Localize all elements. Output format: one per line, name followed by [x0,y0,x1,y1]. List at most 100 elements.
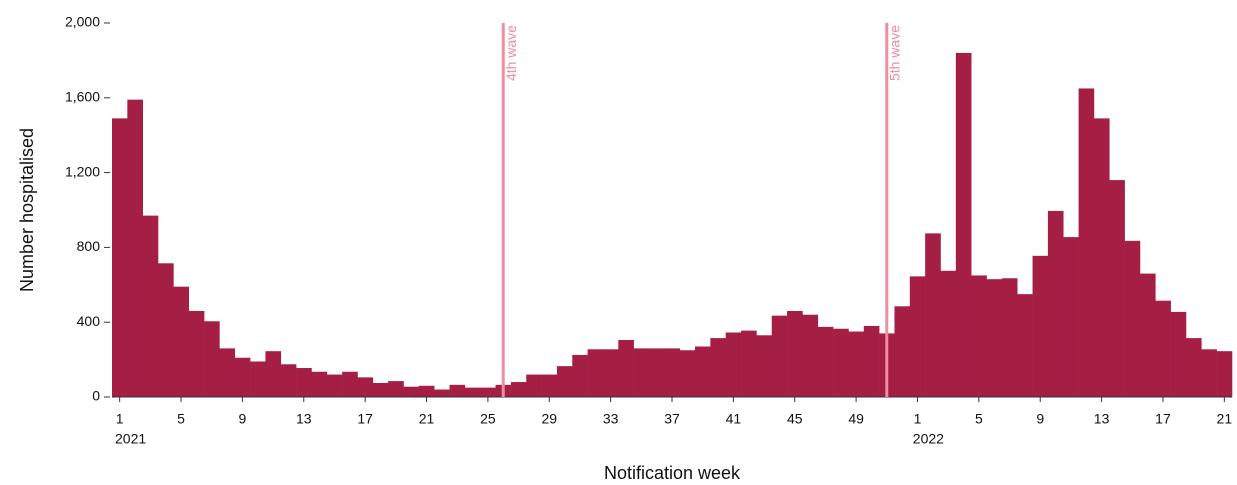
x-tick-label: 13 [1094,411,1110,427]
bar [787,310,803,397]
bar [1078,88,1095,397]
bar [1124,240,1141,397]
bar [1063,237,1079,397]
bar [434,389,450,397]
x-tick-label: 17 [357,411,373,427]
x-axis-title: Notification week [604,463,741,483]
bar [986,279,1003,397]
bar [541,374,558,397]
bar [1185,338,1202,397]
bar [695,346,711,397]
x-tick-label: 5 [177,411,185,427]
bar [909,276,926,397]
bar [510,382,527,397]
bar [833,328,849,397]
bar [648,348,665,397]
bar [204,321,220,397]
bar [265,351,282,397]
x-tick-label: 33 [603,411,619,427]
bar [464,387,481,397]
bar [679,350,696,397]
bar [633,348,650,397]
y-tick-label: 1,200 [65,163,100,179]
bar [173,286,190,397]
bar [925,233,941,397]
bar [587,349,604,397]
x-tick-label: 21 [1217,411,1233,427]
y-tick-label: 2,000 [65,14,100,30]
bar [771,315,788,397]
x-tick-label: 37 [664,411,680,427]
y-tick-label: 0 [92,388,100,404]
bar [342,371,358,397]
bar [602,349,619,397]
bar [725,332,742,397]
bar [817,326,834,397]
wave-label: 5th wave [886,25,902,81]
bar [372,382,389,397]
wave-label: 4th wave [503,25,519,81]
bar [526,374,542,397]
bar [480,387,496,397]
y-tick-label: 1,600 [65,89,100,105]
bar [112,118,128,398]
bar [311,371,328,397]
x-tick-label: 41 [726,411,742,427]
bar [955,52,972,398]
bar [388,381,404,397]
y-tick-label: 400 [77,313,101,329]
bar [741,330,757,397]
bar [188,310,205,397]
bar [848,331,865,397]
x-tick-label: 49 [848,411,864,427]
x-tick-label: 5 [975,411,983,427]
x-tick-label: 1 [914,411,922,427]
bar [1155,300,1171,397]
x-tick-label: 17 [1155,411,1171,427]
bar [802,314,819,397]
bar [618,339,634,397]
year-label: 2022 [913,431,944,447]
bar [296,368,312,397]
bar [1139,273,1156,397]
bar [556,366,573,397]
x-tick-label: 9 [1036,411,1044,427]
bar [1001,278,1018,397]
bar [710,338,726,397]
bar [234,357,251,397]
bar [127,99,143,398]
bar [572,354,588,397]
bar [1109,180,1125,397]
bar [280,364,297,397]
bar [971,275,987,397]
bar [1017,294,1033,397]
bar [1170,311,1187,397]
x-tick-label: 13 [296,411,312,427]
x-tick-label: 45 [787,411,803,427]
y-tick-label: 800 [77,238,101,254]
bar [940,270,957,397]
bar [142,215,159,397]
bar [894,306,911,397]
bar [863,325,880,397]
x-tick-label: 1 [116,411,124,427]
y-axis-title: Number hospitalised [17,128,37,292]
bar [250,361,266,397]
x-tick-label: 29 [541,411,557,427]
bar [756,335,773,397]
bar [1032,255,1049,397]
bar [664,348,680,397]
bar [449,384,466,397]
bar [326,374,343,397]
x-tick-label: 9 [239,411,247,427]
bar [1093,118,1110,398]
x-tick-label: 21 [419,411,435,427]
bar [158,263,174,397]
bar [357,377,374,397]
year-label: 2021 [115,431,146,447]
bar [1216,351,1233,397]
bar [1201,349,1217,397]
bar [219,348,236,397]
bar [1047,210,1064,397]
